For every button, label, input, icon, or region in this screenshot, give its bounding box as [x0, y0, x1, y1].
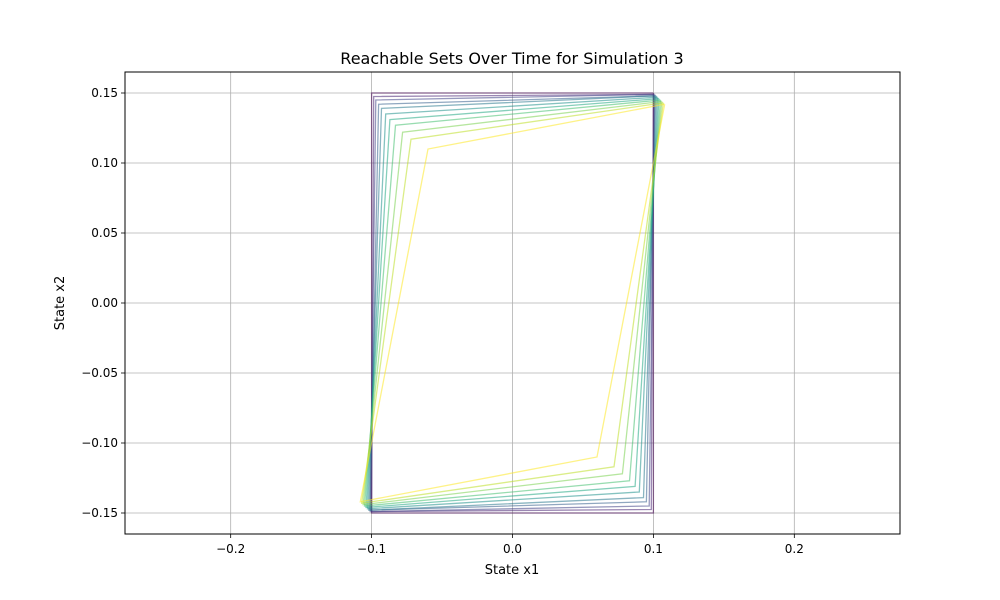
reachable-set-4 — [368, 95, 657, 511]
reachable-set-10 — [359, 103, 666, 503]
reachable-set-0 — [370, 92, 655, 514]
y-ticks: −0.15 −0.10 −0.05 0.00 0.05 0.10 0.15 — [81, 86, 125, 520]
y-axis-label: State x2 — [53, 276, 68, 331]
x-tick-label: 0.1 — [644, 542, 663, 556]
y-tick-label: 0.15 — [91, 86, 118, 100]
x-tick-label: −0.1 — [357, 542, 386, 556]
y-tick-label: −0.15 — [81, 506, 118, 520]
x-tick-label: 0.0 — [503, 542, 522, 556]
grid — [125, 72, 900, 534]
series-group — [359, 92, 666, 514]
x-tick-label: 0.2 — [785, 542, 804, 556]
x-axis-label: State x1 — [485, 563, 540, 578]
y-tick-label: 0.00 — [91, 296, 118, 310]
y-tick-label: −0.10 — [81, 436, 118, 450]
y-tick-label: 0.05 — [91, 226, 118, 240]
reachable-set-7 — [363, 99, 662, 507]
reachable-set-2 — [369, 93, 656, 513]
x-tick-label: −0.2 — [216, 542, 245, 556]
reachable-set-9 — [360, 102, 664, 504]
chart-title: Reachable Sets Over Time for Simulation … — [340, 49, 683, 68]
reachable-set-5 — [366, 96, 659, 510]
reachable-set-6 — [365, 97, 660, 509]
y-tick-label: −0.05 — [81, 366, 118, 380]
y-tick-label: 0.10 — [91, 156, 118, 170]
x-ticks: −0.2 −0.1 0.0 0.1 0.2 — [216, 534, 804, 556]
reachable-set-8 — [362, 100, 663, 506]
